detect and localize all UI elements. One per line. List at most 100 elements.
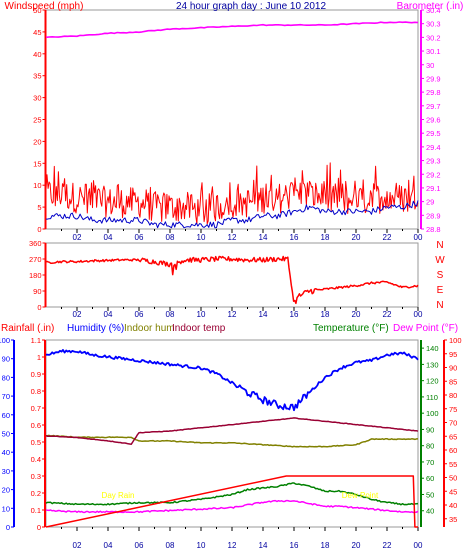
temperature-axis-tick-label: 70 [426, 458, 434, 467]
dewpoint-axis-tick-label: 75 [449, 405, 457, 414]
panel-direction-x-tick-label: 22 [383, 310, 392, 319]
dewpoint-axis-tick-label: 95 [449, 350, 457, 359]
barometer-line [45, 21, 419, 39]
rainfall-line [45, 475, 418, 528]
rainfall-axis-tick-label: 0.3 [31, 472, 41, 481]
panel-direction-x-tick-label: 04 [104, 310, 113, 319]
panel-temperature-x-tick-label: 10 [197, 541, 206, 550]
panel-wind-x-tick-label: 02 [73, 233, 82, 242]
chart-title: 24 hour graph day : June 10 2012 [176, 1, 327, 12]
windspeed-axis-title: Windspeed (mph) [5, 1, 84, 12]
dewpoint-line [45, 499, 419, 514]
panel-temperature-x-tick-label: 20 [352, 541, 361, 550]
dewpoint-axis-tick-label: 50 [449, 474, 457, 483]
humidity-line [46, 349, 419, 412]
rainfall-axis-tick-label: 0.5 [31, 438, 41, 447]
humidity-axis-tick-label: 70 [2, 392, 10, 401]
windspeed-axis-tick-label: 30 [33, 94, 41, 103]
panel-wind-x-tick-label: 06 [135, 233, 144, 242]
barometer-axis-title: Barometer (.in) [397, 1, 464, 12]
panel-direction-x-tick-label: 08 [166, 310, 175, 319]
humidity-label: Humidity (%) [67, 323, 124, 334]
panel-direction-x-tick-label: 14 [259, 310, 268, 319]
barometer-axis-tick-label: 29 [426, 198, 434, 207]
panel-temperature-x-tick-label: 02 [73, 541, 82, 550]
dewpoint-axis-tick-label: 85 [449, 377, 457, 386]
panel-temperature-x-tick-label: 12 [228, 541, 237, 550]
windspeed-axis-tick-label: 50 [33, 6, 41, 15]
day-rain-annotation: Day Rain [102, 491, 135, 500]
dewpoint-axis-tick-label: 100 [449, 336, 462, 345]
humidity-axis-tick-label: 10 [2, 504, 10, 513]
temperature-axis-tick-label: 60 [426, 474, 434, 483]
dewpoint-axis-tick-label: 80 [449, 391, 457, 400]
rainfall-axis-tick-label: 1.1 [31, 336, 41, 345]
compass-label: N [436, 240, 443, 251]
panel-temperature-x-tick-label: 18 [321, 541, 330, 550]
barometer-axis-tick-label: 28.8 [426, 225, 441, 234]
dewpoint-axis-tick-label: 65 [449, 432, 457, 441]
rainfall-axis-tick-label: 0.4 [31, 455, 41, 464]
temperature-axis-tick-label: 110 [426, 393, 438, 402]
windspeed-axis-tick-label: 0 [37, 225, 41, 234]
dewpoint-label: Dew Point (°F) [393, 323, 458, 334]
windspeed-axis-tick-label: 35 [33, 72, 41, 81]
barometer-axis-tick-label: 29.2 [426, 170, 441, 179]
barometer-axis-tick-label: 28.9 [426, 211, 441, 220]
windspeed-axis-tick-label: 10 [33, 181, 41, 190]
compass-label: E [437, 285, 444, 296]
humidity-axis-tick-label: 20 [2, 486, 10, 495]
humidity-axis-tick-label: 60 [2, 411, 10, 420]
panel-direction-x-tick-label: 12 [228, 310, 237, 319]
temperature-axis-tick-label: 50 [426, 490, 434, 499]
direction-axis-tick-label: 90 [33, 287, 41, 296]
temperature-axis-tick-label: 80 [426, 442, 434, 451]
dewpoint-axis-tick-label: 55 [449, 460, 457, 469]
windspeed-axis-tick-label: 40 [33, 50, 41, 59]
temperature-axis-tick-label: 40 [426, 507, 434, 516]
barometer-axis-tick-label: 29.5 [426, 129, 441, 138]
barometer-axis-tick-label: 30.3 [426, 20, 441, 29]
windspeed-axis-tick-label: 5 [37, 203, 41, 212]
direction-axis-tick-label: 360 [29, 239, 42, 248]
compass-label: W [435, 255, 445, 266]
humidity-axis-tick-label: 40 [2, 448, 10, 457]
panel-direction-x-tick-label: 18 [321, 310, 330, 319]
windspeed-line [45, 162, 419, 225]
temperature-axis-tick-label: 140 [426, 344, 439, 353]
temperature-axis-tick-label: 120 [426, 377, 439, 386]
direction-axis-tick-label: 0 [37, 303, 41, 312]
panel-temperature-x-tick-label: 22 [383, 541, 392, 550]
barometer-axis-tick-label: 29.6 [426, 116, 441, 125]
compass-label: N [436, 300, 443, 311]
temperature-axis-tick-label: 100 [426, 409, 439, 418]
panel-temperature-x-tick-label: 04 [104, 541, 113, 550]
barometer-axis-tick-label: 29.9 [426, 74, 441, 83]
rainfall-axis-tick-label: 0.9 [31, 370, 41, 379]
temperature-line [45, 482, 419, 506]
panel-wind-x-tick-label: 18 [321, 233, 330, 242]
temperature-axis-tick-label: 130 [426, 360, 439, 369]
barometer-axis-tick-label: 29.8 [426, 88, 441, 97]
humidity-axis-tick-label: 100 [0, 336, 10, 345]
panel-wind-x-tick-label: 10 [197, 233, 206, 242]
indoor-temp-line [45, 417, 419, 445]
panel-direction-x-tick-label: 16 [290, 310, 299, 319]
windspeed-axis-tick-label: 20 [33, 137, 41, 146]
humidity-axis-tick-label: 0 [6, 523, 10, 532]
humidity-axis-tick-label: 80 [2, 373, 10, 382]
rainfall-axis-tick-label: 0.8 [31, 387, 41, 396]
barometer-axis-tick-label: 30 [426, 61, 434, 70]
barometer-axis-tick-label: 29.4 [426, 143, 441, 152]
direction-axis-tick-label: 180 [29, 271, 42, 280]
dewpoint-annotation: Dew Point [342, 491, 379, 500]
dewpoint-axis-tick-label: 60 [449, 446, 457, 455]
indoor-hum-label: Indoor hum [124, 323, 175, 334]
barometer-axis-tick-label: 29.3 [426, 157, 441, 166]
panel-temperature-x-tick-label: 00 [414, 541, 423, 550]
panel-wind-x-tick-label: 16 [290, 233, 299, 242]
windspeed-axis-tick-label: 25 [33, 116, 41, 125]
humidity-axis-tick-label: 90 [2, 355, 10, 364]
barometer-axis-tick-label: 30.4 [426, 6, 441, 15]
panel-wind-x-tick-label: 08 [166, 233, 175, 242]
